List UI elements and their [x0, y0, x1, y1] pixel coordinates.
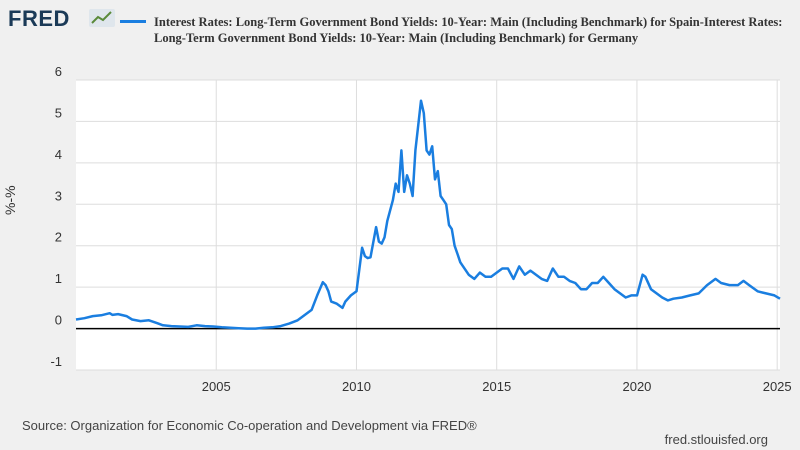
- y-axis-label: %-%: [2, 185, 18, 215]
- chart-line-icon: [89, 9, 115, 27]
- chart-svg: -1 0 1 2 3 4 5 6 2005 2010 2015 2020 2025: [50, 64, 791, 394]
- y-tick-label: 2: [55, 230, 62, 245]
- y-tick-label: 1: [55, 271, 62, 286]
- y-tick-label: 6: [55, 64, 62, 79]
- x-tick-label: 2020: [622, 379, 651, 394]
- y-tick-label: 3: [55, 188, 62, 203]
- x-tick-label: 2015: [482, 379, 511, 394]
- site-url[interactable]: fred.stlouisfed.org: [664, 432, 768, 447]
- fred-logo[interactable]: FRED: [8, 6, 70, 31]
- x-tick-label: 2025: [763, 379, 792, 394]
- legend-text: Interest Rates: Long-Term Government Bon…: [154, 15, 783, 45]
- y-tick-label: 0: [55, 313, 62, 328]
- y-tick-label: 4: [55, 147, 62, 162]
- source-note: Source: Organization for Economic Co-ope…: [22, 418, 477, 433]
- chart-legend: Interest Rates: Long-Term Government Bon…: [120, 14, 790, 46]
- x-tick-label: 2010: [342, 379, 371, 394]
- y-tick-label: -1: [50, 354, 62, 369]
- plot-area: -1 0 1 2 3 4 5 6 2005 2010 2015 2020 2025: [50, 64, 791, 394]
- x-tick-label: 2005: [202, 379, 231, 394]
- legend-swatch: [120, 20, 146, 23]
- y-tick-label: 5: [55, 105, 62, 120]
- series-line: [75, 99, 781, 330]
